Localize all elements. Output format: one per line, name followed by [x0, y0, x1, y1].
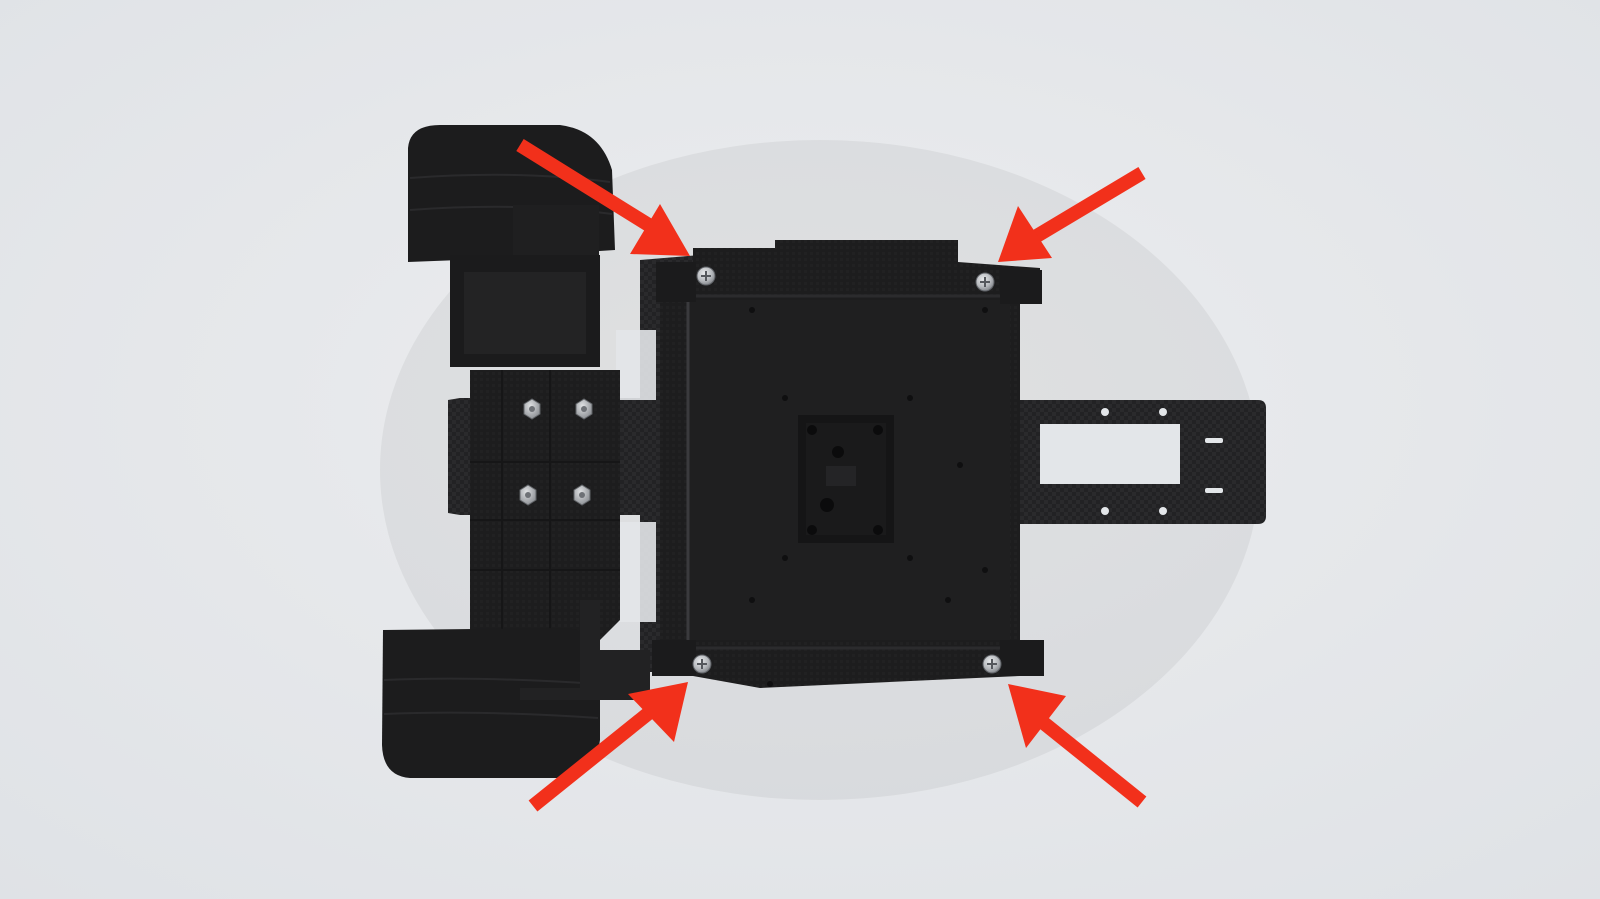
fender-top-mount — [513, 205, 599, 255]
corner-block-top-left — [656, 262, 696, 302]
arrow-bottom-right — [1008, 684, 1147, 808]
printed-tray-inner — [464, 272, 586, 354]
fender-bottom-layers — [383, 677, 599, 719]
screw-top-left — [696, 266, 716, 286]
corner-block-bottom-right — [1000, 640, 1044, 676]
arrow-top-right — [998, 166, 1146, 262]
carbon-window-right — [1040, 424, 1180, 484]
arrow-top-left — [516, 139, 690, 256]
screw-top-right — [975, 272, 995, 292]
printed-block-grid — [470, 370, 620, 640]
corner-block-top-right — [1000, 270, 1042, 304]
annotation-arrows — [516, 139, 1147, 812]
chassis-assembly — [382, 125, 1266, 778]
arrow-bottom-left — [528, 682, 688, 812]
screw-bottom-left — [692, 654, 712, 674]
nuts-front-block — [519, 398, 593, 506]
printed-front-block — [470, 370, 620, 640]
deck-holes — [749, 307, 988, 687]
carbon-holes-right — [1101, 408, 1223, 515]
fender-bottom-bracket — [520, 600, 650, 700]
fender-bottom — [382, 628, 600, 778]
screw-bottom-right — [982, 654, 1002, 674]
center-mount-holes — [807, 425, 883, 535]
center-mount-block — [826, 466, 856, 486]
corner-block-bottom-left — [652, 640, 696, 676]
